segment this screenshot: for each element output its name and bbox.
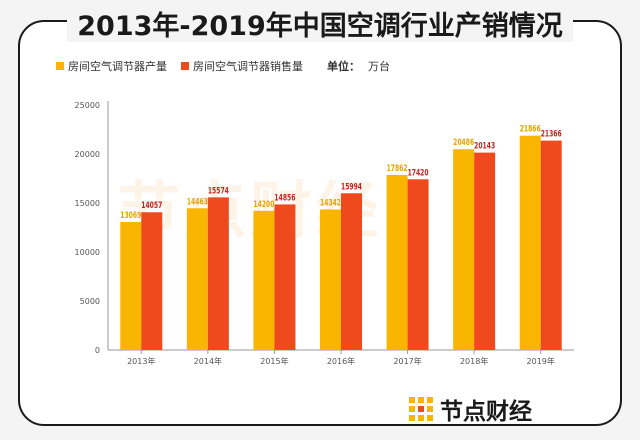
legend: 房间空气调节器产量 房间空气调节器销售量 单位： 万台 [56,58,390,74]
y-tick-label: 15000 [75,199,100,208]
brand-name: 节点财经 [440,399,532,425]
x-tick-label: 2019年 [527,356,555,366]
x-tick-label: 2014年 [194,356,222,366]
data-label-production: 14200 [253,200,274,210]
bar-sales [141,212,163,350]
data-label-sales: 17420 [408,168,429,178]
x-tick-label: 2015年 [260,356,288,366]
data-label-production: 14463 [187,197,208,207]
y-tick-label: 5000 [80,297,100,306]
bar-production [120,221,142,350]
bar-production [453,149,475,350]
data-label-sales: 20143 [474,142,495,152]
bar-production [386,174,408,350]
data-label-production: 21866 [520,125,541,135]
legend-label-sales: 房间空气调节器销售量 [193,60,303,73]
data-label-sales: 14856 [274,193,295,203]
unit-label: 单位： [327,60,360,73]
legend-item-sales: 房间空气调节器销售量 [181,58,303,74]
legend-swatch-sales [181,62,189,70]
bar-sales [540,140,562,350]
unit-value: 万台 [368,60,390,73]
bar-sales [407,179,429,350]
brand: 节点财经 [408,392,532,426]
bar-sales [274,204,296,350]
chart-title: 2013年-2019年中国空调行业产销情况 [0,4,640,43]
data-label-sales: 15994 [341,182,362,192]
bar-production [253,210,275,350]
data-label-sales: 14057 [141,201,162,211]
y-tick-label: 10000 [75,248,100,257]
bar-sales [207,197,229,350]
data-label-sales: 15574 [208,186,229,196]
data-label-production: 17862 [387,164,408,174]
x-tick-label: 2017年 [393,356,421,366]
data-label-production: 14342 [320,198,341,208]
bar-production [519,135,541,350]
bar-sales [341,193,362,350]
x-tick-label: 2018年 [460,356,488,366]
bar-production [320,209,341,350]
y-tick-label: 25000 [75,101,100,110]
legend-label-production: 房间空气调节器产量 [68,60,167,73]
legend-item-production: 房间空气调节器产量 [56,58,167,74]
data-label-production: 20486 [453,138,474,148]
bar-sales [474,152,496,350]
data-label-sales: 21366 [541,130,562,140]
y-tick-label: 0 [95,346,100,355]
x-tick-label: 2016年 [327,356,355,366]
legend-swatch-production [56,62,64,70]
brand-logo-icon [409,397,433,421]
data-label-production: 13069 [120,211,141,221]
y-tick-label: 20000 [75,150,100,159]
bar-production [186,208,208,350]
x-tick-label: 2013年 [127,356,155,366]
